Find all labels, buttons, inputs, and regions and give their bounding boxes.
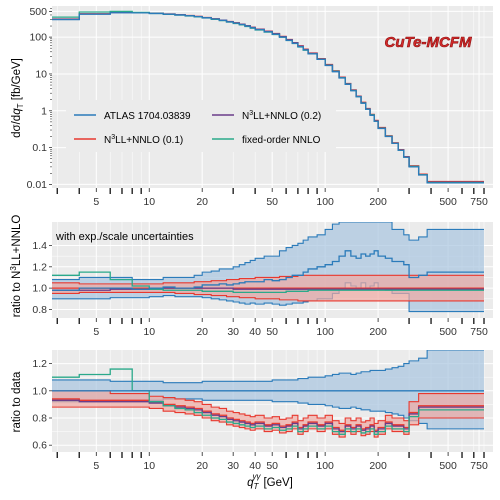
legend-label-n3ll-02: N3LL+NNLO (0.2)	[242, 110, 321, 122]
legend-label-atlas: ATLAS 1704.03839	[104, 111, 191, 122]
legend-item-nnlo: fixed-order NNLO	[212, 135, 321, 146]
x-axis-ticks	[56, 318, 485, 324]
x-tick-label: 750	[470, 326, 488, 338]
y-tick-label: 0.6	[32, 440, 47, 452]
band-edge-upper-data	[52, 350, 484, 384]
cute-mcfm-brand-label: CuTe-MCFM	[385, 34, 472, 51]
x-tick-label: 750	[470, 460, 488, 472]
ratio-to-theory-panel: 5 10 20 30 40 50 100 200 500 750 0.8 1.0 1.2 1.4	[32, 222, 493, 338]
x-tick-label: 5	[93, 326, 99, 338]
x-tick-label: 20	[196, 326, 208, 338]
x-tick-label: 10	[143, 326, 155, 338]
y-tick-label: 1.4	[32, 240, 47, 252]
x-axis-ticks	[56, 452, 485, 458]
x-axis-title: qTγγ[GeV]	[247, 472, 293, 491]
legend: ATLAS 1704.03839 N3LL+NNLO (0.1) N3LL+NN…	[66, 100, 336, 152]
x-tick-label: 100	[316, 326, 334, 338]
y-tick-label: 100	[29, 32, 47, 44]
x-tick-label: 10	[143, 196, 155, 208]
legend-label-nnlo: fixed-order NNLO	[242, 135, 321, 146]
y-tick-label: 1.2	[32, 358, 47, 370]
legend-item-n3ll-01: N3LL+NNLO (0.1)	[74, 134, 183, 146]
y-tick-label: 0.01	[27, 179, 48, 191]
main-y-axis-title: dσ/dqT [fb/GeV]	[11, 58, 25, 138]
y-tick-label: 10	[35, 68, 47, 80]
x-tick-label: 200	[369, 460, 387, 472]
x-tick-label: 30	[227, 326, 239, 338]
series-line-nnlo	[52, 368, 484, 435]
x-tick-label: 500	[439, 460, 457, 472]
y-tick-label: 0.8	[32, 413, 47, 425]
legend-item-n3ll-02: N3LL+NNLO (0.2)	[212, 110, 321, 122]
main-panel: 5 10 20 50 100 200 500 750 500 100 10 1 0.1 0.01	[27, 6, 493, 208]
x-tick-label: 30	[227, 460, 239, 472]
x-tick-label: 50	[266, 460, 278, 472]
x-tick-label: 5	[93, 196, 99, 208]
plot-area	[52, 222, 484, 313]
band-edge-upper-data	[52, 222, 484, 281]
y-tick-label: 500	[29, 6, 47, 18]
legend-box	[66, 100, 336, 152]
y-tick-label: 1.0	[32, 385, 47, 397]
y-tick-label: 0.8	[32, 304, 47, 316]
x-tick-label: 100	[316, 196, 334, 208]
series-line-nnlo	[52, 271, 484, 294]
band-edge-upper-n3ll_01	[52, 390, 484, 424]
x-tick-label: 200	[369, 196, 387, 208]
series-line-data	[52, 12, 484, 184]
band-edge-lower-data	[52, 398, 484, 430]
ratio-data-y-axis-title: ratio to data	[11, 371, 23, 432]
band-data_band	[52, 350, 484, 429]
band-edge-lower-n3ll_01	[52, 291, 484, 302]
band-n3ll_01_band	[52, 390, 484, 438]
plot-area	[52, 10, 484, 184]
x-tick-label: 500	[439, 196, 457, 208]
legend-item-atlas: ATLAS 1704.03839	[74, 111, 191, 122]
x-tick-label: 50	[266, 326, 278, 338]
y-tick-label: 1	[41, 105, 47, 117]
x-axis-ticks	[56, 188, 485, 194]
band-edge-upper-n3ll_01	[52, 274, 484, 285]
y-tick-label: 1.0	[32, 283, 47, 295]
x-tick-label: 40	[249, 326, 261, 338]
x-tick-label: 750	[470, 196, 488, 208]
x-tick-label: 40	[249, 460, 261, 472]
x-tick-label: 20	[196, 196, 208, 208]
x-tick-label: 5	[93, 460, 99, 472]
ratio-to-data-panel: 5 10 20 30 40 50 100 200 500 750 0.6 0.8 1.0 1.2	[32, 350, 493, 472]
legend-label-n3ll-01: N3LL+NNLO (0.1)	[104, 134, 183, 146]
x-tick-label: 200	[369, 326, 387, 338]
x-tick-label: 50	[266, 196, 278, 208]
x-tick-label: 100	[316, 460, 334, 472]
y-tick-label: 0.1	[32, 142, 47, 154]
series-line-data	[52, 250, 484, 291]
ratio-theory-y-axis-title: ratio to N3LL+NNLO	[9, 215, 23, 318]
x-tick-label: 500	[439, 326, 457, 338]
uncertainties-annotation: with exp./scale uncertainties	[55, 231, 194, 243]
plot-area	[52, 350, 484, 438]
x-tick-label: 20	[196, 460, 208, 472]
y-tick-label: 1.2	[32, 261, 47, 273]
x-tick-label: 10	[143, 460, 155, 472]
